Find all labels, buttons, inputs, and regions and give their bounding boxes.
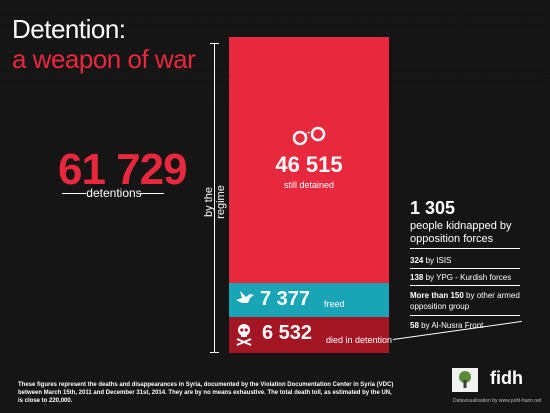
bar-still-detained [229,37,389,283]
kidnapped-item-divider [410,285,520,286]
died-label: died in detention [326,335,393,345]
kidnapped-item-other: More than 150 by other armed opposition … [410,291,520,311]
freed-value: 7 377 [260,288,311,310]
footnote: These figures represent the deaths and d… [18,382,394,404]
total-label-line-right [140,193,164,194]
vdc-logo [452,368,478,392]
freed-label: freed [324,299,345,309]
regime-axis-label: by the regime [203,185,227,219]
bar-freed [229,283,389,317]
total-detentions-label: detentions [86,186,142,200]
total-label-line-left [62,193,86,194]
kidnapped-item-divider [410,268,520,269]
regime-axis-tick-bottom [210,352,219,353]
kidnapped-divider [410,248,520,249]
still-detained-value: 46 515 [275,152,343,177]
kidnapped-value: 1 305 [410,198,456,218]
title-line-1: Detention: [12,14,126,44]
still-detained-label: still detained [283,180,335,190]
title-line-2: a weapon of war [12,44,196,74]
dove-icon [236,291,254,303]
kidnapped-item-ypg: 138 by YPG - Kurdish forces [410,273,512,282]
total-detentions-value: 61 729 [58,145,188,194]
handcuffs-icon [292,126,326,146]
regime-axis-tick-top [210,43,219,44]
kidnapped-item-isis: 324 by ISIS [410,256,452,265]
fidh-logo: fidh [490,368,523,388]
regime-axis-line [214,43,215,353]
bar-died-in-detention [229,317,389,353]
kidnapped-item-divider [410,315,520,316]
died-value: 6 532 [262,322,313,344]
credit-text: Datavisualisation by www.pohl-hann.net [453,398,542,404]
skull-icon [236,324,252,346]
kidnapped-label: people kidnapped by opposition forces [410,220,512,245]
kidnapped-item-nusra: 58 by Al-Nusra Front [410,321,484,330]
